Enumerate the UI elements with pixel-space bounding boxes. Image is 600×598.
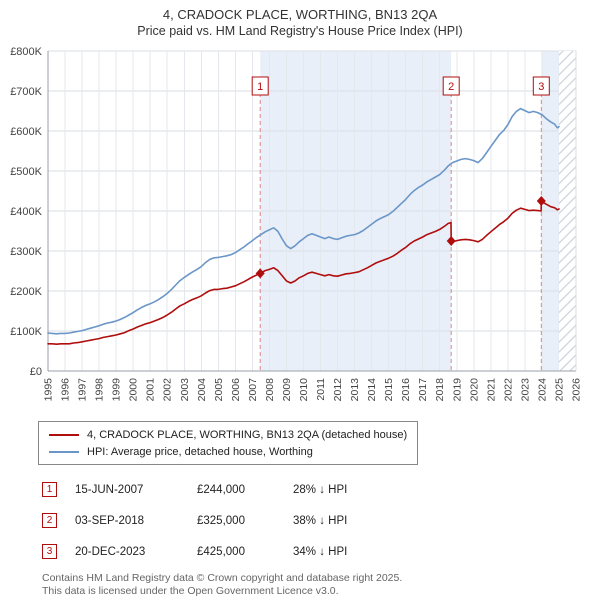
- sale-flags: 1 2 3: [251, 76, 550, 96]
- sale-markers: [255, 196, 546, 279]
- sale-row-3: 3 20-DEC-2023 £425,000 34% ↓ HPI: [42, 536, 600, 567]
- svg-text:2020: 2020: [468, 378, 480, 402]
- svg-text:1997: 1997: [77, 378, 89, 402]
- page-title: 4, CRADOCK PLACE, WORTHING, BN13 2QA: [162, 7, 438, 22]
- svg-text:£0: £0: [30, 366, 42, 378]
- axes: [47, 51, 577, 372]
- sale-flag-box: [251, 76, 269, 96]
- footer-line-2: This data is licensed under the Open Gov…: [42, 585, 339, 597]
- sale-flag-number: 1: [257, 81, 263, 93]
- sale-flag-number: 3: [538, 81, 544, 93]
- sale-hpi-delta: 28% ↓ HPI: [293, 483, 348, 496]
- svg-text:2018: 2018: [434, 378, 446, 402]
- sale-number-badge: 1: [42, 482, 57, 497]
- svg-text:£600K: £600K: [10, 126, 42, 138]
- footer-line-1: Contains HM Land Registry data © Crown c…: [42, 572, 403, 584]
- sale-row-1: 1 15-JUN-2007 £244,000 28% ↓ HPI: [42, 474, 600, 505]
- svg-text:2008: 2008: [264, 378, 276, 402]
- svg-text:2019: 2019: [451, 378, 463, 402]
- sale-number-badge: 2: [42, 513, 57, 528]
- svg-text:2003: 2003: [179, 378, 191, 402]
- sale-hpi-delta: 38% ↓ HPI: [293, 514, 348, 527]
- sale-price: £325,000: [197, 514, 245, 527]
- svg-text:2012: 2012: [332, 378, 344, 402]
- svg-text:2013: 2013: [349, 378, 361, 402]
- legend-label-hpi: HPI: Average price, detached house, Wort…: [87, 445, 313, 458]
- svg-text:2017: 2017: [417, 378, 429, 402]
- license-footer: Contains HM Land Registry data © Crown c…: [42, 572, 600, 598]
- sale-flag-number: 2: [448, 81, 454, 93]
- legend-label-property: 4, CRADOCK PLACE, WORTHING, BN13 2QA (de…: [87, 428, 408, 441]
- property-line-swatch: [49, 433, 79, 436]
- svg-text:2025: 2025: [554, 378, 566, 402]
- sale-price: £425,000: [197, 545, 245, 558]
- svg-text:£300K: £300K: [10, 246, 42, 258]
- sale-date: 20-DEC-2023: [75, 545, 146, 558]
- svg-text:1995: 1995: [43, 378, 55, 402]
- svg-text:£400K: £400K: [10, 206, 42, 218]
- svg-text:2000: 2000: [128, 378, 140, 402]
- svg-text:1996: 1996: [60, 378, 72, 402]
- svg-text:1999: 1999: [111, 378, 123, 402]
- svg-text:2014: 2014: [366, 378, 378, 402]
- sales-table: 1 15-JUN-2007 £244,000 28% ↓ HPI 2 03-SE…: [42, 474, 600, 567]
- sale-row-2: 2 03-SEP-2018 £325,000 38% ↓ HPI: [42, 505, 600, 536]
- chart-header: 4, CRADOCK PLACE, WORTHING, BN13 2QA Pri…: [0, 0, 600, 39]
- sale-date: 03-SEP-2018: [75, 514, 145, 527]
- property-series-line: [47, 200, 560, 346]
- svg-text:2007: 2007: [247, 378, 259, 402]
- svg-text:2006: 2006: [230, 378, 242, 402]
- sale-marker-diamond: [255, 268, 265, 279]
- svg-text:£500K: £500K: [10, 166, 42, 178]
- svg-text:2010: 2010: [298, 378, 310, 402]
- svg-text:2015: 2015: [383, 378, 395, 402]
- sale-price: £244,000: [197, 483, 245, 496]
- svg-text:2021: 2021: [485, 378, 497, 402]
- sale-hpi-delta: 34% ↓ HPI: [293, 545, 348, 558]
- sale-flag-box: [442, 76, 460, 96]
- future-region-hatch: [559, 51, 576, 371]
- sale-date: 15-JUN-2007: [75, 483, 144, 496]
- hpi-line-swatch: [49, 450, 79, 453]
- svg-text:2009: 2009: [281, 378, 293, 402]
- sale-marker-diamond: [446, 236, 456, 246]
- legend-item-hpi: HPI: Average price, detached house, Wort…: [49, 443, 407, 460]
- svg-text:2016: 2016: [400, 378, 412, 402]
- sale-marker-diamond: [536, 196, 546, 206]
- svg-text:2002: 2002: [162, 378, 174, 402]
- svg-text:£200K: £200K: [10, 286, 42, 298]
- svg-text:2004: 2004: [196, 378, 208, 402]
- chart-legend: 4, CRADOCK PLACE, WORTHING, BN13 2QA (de…: [38, 421, 419, 465]
- svg-text:£800K: £800K: [10, 46, 42, 58]
- hpi-series-line: [47, 107, 560, 335]
- legend-item-property: 4, CRADOCK PLACE, WORTHING, BN13 2QA (de…: [49, 426, 407, 443]
- svg-text:2026: 2026: [571, 378, 583, 402]
- svg-text:2011: 2011: [315, 378, 327, 401]
- sale-flag-box: [532, 76, 550, 96]
- svg-text:2022: 2022: [502, 378, 514, 402]
- svg-text:2005: 2005: [213, 378, 225, 402]
- svg-text:1998: 1998: [94, 378, 106, 402]
- x-axis-labels: 1995 1996 1997 1998 1999 2000 2001 2002 2003 2004…: [43, 378, 583, 402]
- svg-text:2001: 2001: [145, 378, 157, 402]
- sale-number-badge: 3: [42, 544, 57, 559]
- y-axis-labels: £0 £100K £200K £300K £400K £500K £600K £700K £80…: [10, 46, 42, 378]
- svg-text:£700K: £700K: [10, 86, 42, 98]
- svg-text:2023: 2023: [519, 378, 531, 402]
- svg-text:2024: 2024: [536, 378, 548, 402]
- page-subtitle: Price paid vs. HM Land Registry's House …: [137, 24, 463, 38]
- svg-text:£100K: £100K: [10, 326, 42, 338]
- price-history-chart: 1 2 3 £0 £100K £200K £300K £400K £500K £600K £700K…: [10, 46, 583, 402]
